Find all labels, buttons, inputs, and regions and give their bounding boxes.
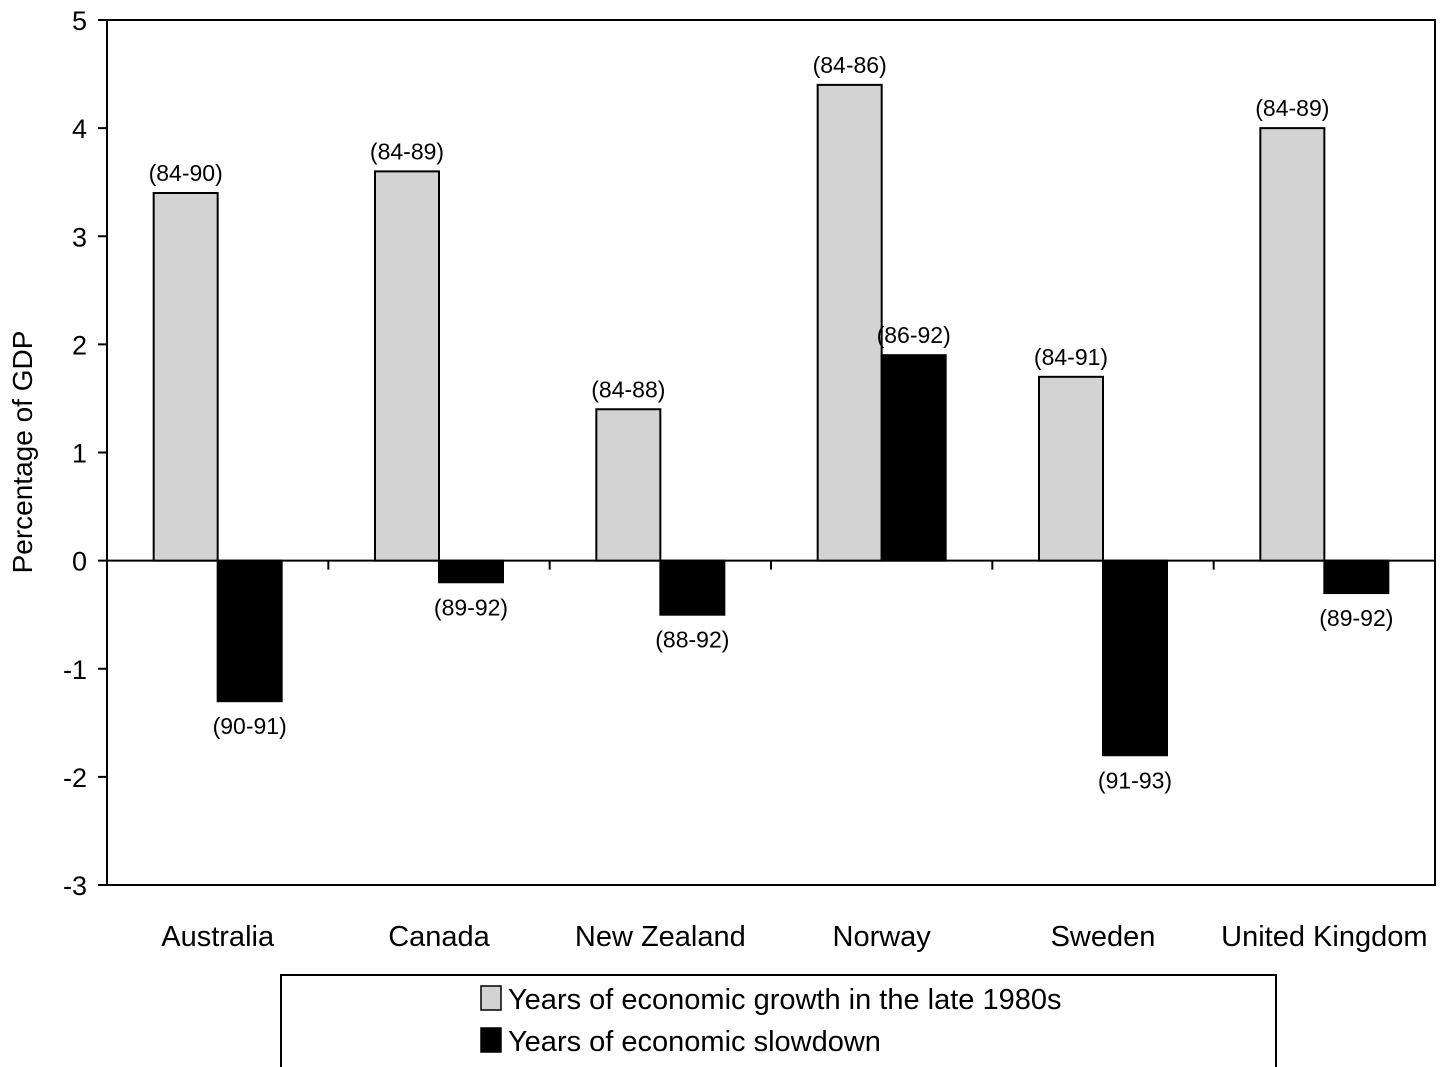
data-label: (91-93) [1098,767,1172,793]
y-axis-title: Percentage of GDP [7,331,38,574]
y-tick-label: -1 [63,655,87,685]
data-label: (84-90) [149,160,223,186]
y-tick-label: 5 [72,6,87,36]
y-tick-label: 3 [72,222,87,252]
data-labels: (84-90) (90-91) (84-89) (89-92) (84-88) (88-9… [149,52,1394,793]
legend-box [280,974,1277,1067]
bar-growth [374,170,440,562]
data-label: (84-86) [813,52,887,78]
x-tick-label: Australia [161,921,275,953]
bar-slowdown [216,559,283,703]
bar-slowdown [1323,559,1390,595]
data-label: (84-89) [1255,95,1329,121]
x-tick-label: United Kingdom [1221,921,1427,953]
data-label: (84-88) [591,376,665,402]
bar-slowdown [1102,559,1168,757]
y-tick-label: -3 [63,871,87,901]
bar-slowdown [438,559,504,584]
y-tick-label: 4 [72,114,87,144]
legend: Years of economic growth in the late 198… [280,974,1277,1067]
data-label: (89-92) [434,594,508,620]
legend-swatch-growth [480,985,502,1011]
y-tick-label: 0 [72,547,87,577]
legend-label: Years of economic slowdown [508,1026,881,1058]
data-label: (86-92) [877,322,951,348]
x-tick-label: Canada [388,921,490,953]
y-tick-label: 1 [72,439,87,469]
x-tick-label: Norway [833,921,932,953]
x-tick-label: New Zealand [575,921,746,953]
data-label: (90-91) [213,713,287,739]
data-label: (88-92) [655,627,729,653]
legend-swatch-slowdown [480,1027,502,1053]
bar-growth [1038,375,1104,562]
bar-growth [595,408,662,562]
data-label: (84-89) [370,138,444,164]
bar-slowdown [880,354,947,562]
y-axis: 5 4 3 2 1 0 -1 -2 -3 [63,6,107,901]
x-tick-label: Sweden [1051,921,1156,953]
y-tick-label: -2 [63,763,87,793]
legend-label: Years of economic growth in the late 198… [508,984,1062,1016]
data-label: (84-91) [1034,344,1108,370]
bar-growth [816,83,883,562]
bar-growth [152,192,219,562]
bar-slowdown [659,559,726,616]
bars [152,83,1390,757]
data-label: (89-92) [1319,605,1393,631]
x-axis: Australia Canada New Zealand Norway Sweden Un… [107,559,1435,953]
plot-area [106,19,1436,886]
y-tick-label: 2 [72,330,87,360]
bar-growth [1259,127,1326,562]
